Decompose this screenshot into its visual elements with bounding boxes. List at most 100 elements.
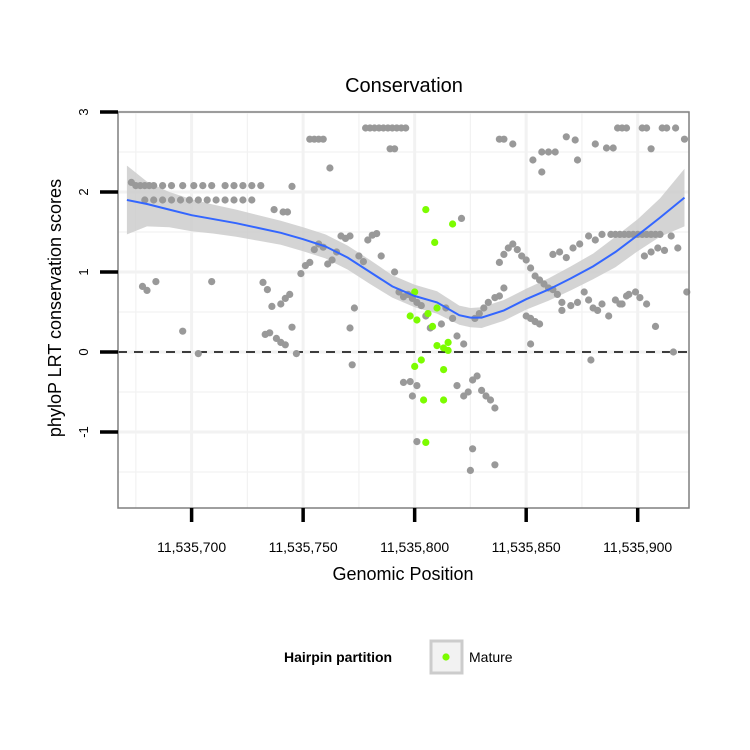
mature-point <box>413 316 421 324</box>
mature-point <box>411 362 419 370</box>
mature-point <box>433 342 441 350</box>
background-point <box>558 298 566 306</box>
points-layer <box>127 124 691 474</box>
background-point <box>248 182 256 190</box>
background-point <box>288 182 296 190</box>
smooth-line-layer <box>126 196 686 319</box>
background-point <box>478 386 486 394</box>
background-point <box>176 196 185 204</box>
background-point <box>527 264 535 272</box>
background-point <box>663 124 671 132</box>
background-point <box>647 248 655 256</box>
background-point <box>598 230 606 238</box>
legend-title: Hairpin partition <box>284 649 392 665</box>
background-point <box>591 140 599 148</box>
x-tick-label: 11,535,750 <box>269 539 338 555</box>
y-axis-label: phyloP LRT conservation scores <box>45 179 65 437</box>
background-point <box>622 124 631 132</box>
background-point <box>199 182 207 190</box>
background-point <box>536 320 544 328</box>
background-point <box>573 298 582 306</box>
background-point <box>270 206 278 214</box>
background-point <box>538 148 546 156</box>
background-point <box>484 298 492 306</box>
background-point <box>464 388 472 396</box>
background-point <box>631 288 640 296</box>
background-point <box>453 382 461 390</box>
background-point <box>509 140 517 148</box>
background-point <box>288 323 296 331</box>
background-point <box>259 278 267 286</box>
background-point <box>167 196 176 204</box>
background-point <box>486 396 495 404</box>
background-point <box>569 244 577 252</box>
background-point <box>587 356 595 364</box>
background-point <box>602 144 611 152</box>
background-point <box>179 182 187 190</box>
background-point <box>355 252 363 260</box>
background-point <box>622 292 631 300</box>
background-point <box>292 350 300 358</box>
background-point <box>674 244 682 252</box>
background-point <box>571 136 579 144</box>
background-point <box>417 302 425 310</box>
mature-point <box>444 346 452 354</box>
background-point <box>348 361 356 369</box>
background-point <box>509 240 517 248</box>
background-point <box>286 290 294 298</box>
background-point <box>591 236 599 244</box>
mature-point <box>433 304 441 312</box>
background-point <box>580 288 588 296</box>
mature-point <box>406 312 414 320</box>
background-point <box>457 214 466 222</box>
mature-point <box>422 206 430 214</box>
background-point <box>248 196 256 204</box>
x-tick-label: 11,535,900 <box>603 539 672 555</box>
background-point <box>556 248 564 256</box>
background-point <box>643 124 651 132</box>
background-point <box>667 232 675 240</box>
background-point <box>257 182 265 190</box>
background-point <box>529 156 537 164</box>
y-tick-label: 3 <box>76 108 91 115</box>
background-point <box>562 133 570 141</box>
background-point <box>491 404 499 412</box>
background-point <box>185 196 193 204</box>
background-point <box>141 196 149 204</box>
background-point <box>466 466 474 474</box>
y-tick-label: 0 <box>76 348 91 355</box>
background-point <box>558 306 566 314</box>
background-point <box>538 168 546 176</box>
background-point <box>500 250 508 258</box>
background-point <box>230 196 238 204</box>
background-point <box>364 236 372 244</box>
mature-point <box>449 220 457 228</box>
background-point <box>283 208 292 216</box>
background-point <box>551 148 559 156</box>
background-point <box>413 382 421 390</box>
background-point <box>616 300 624 308</box>
background-point <box>212 196 220 204</box>
background-point <box>609 144 617 152</box>
background-point <box>495 258 503 266</box>
background-point <box>159 196 167 204</box>
background-point <box>406 378 414 386</box>
axes: 11,535,700 11,535,750 11,535,800 11,535,850… <box>76 108 672 555</box>
background-point <box>643 300 651 308</box>
background-point <box>513 246 521 254</box>
background-point <box>651 322 660 330</box>
mature-point <box>422 438 430 446</box>
background-point <box>319 135 327 143</box>
background-point <box>221 196 229 204</box>
background-point <box>594 306 602 314</box>
background-point <box>194 350 202 358</box>
background-point <box>527 340 535 348</box>
background-point <box>553 290 562 298</box>
background-point <box>159 182 167 190</box>
x-tick-label: 11,535,850 <box>492 539 561 555</box>
background-point <box>449 314 457 322</box>
background-point <box>359 258 367 266</box>
background-point <box>346 324 354 332</box>
background-point <box>190 182 198 190</box>
background-point <box>297 270 305 278</box>
